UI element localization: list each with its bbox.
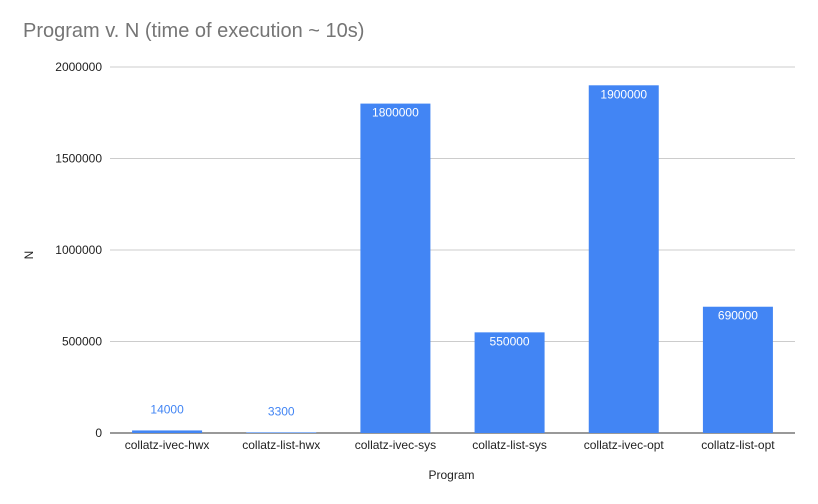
data-label: 1900000 bbox=[600, 87, 647, 101]
y-tick-label: 1000000 bbox=[55, 243, 102, 257]
bar[interactable] bbox=[702, 306, 773, 433]
x-tick-label: collatz-ivec-hwx bbox=[125, 438, 210, 452]
data-label: 3300 bbox=[268, 404, 295, 418]
x-axis-title: Program bbox=[428, 468, 474, 482]
y-tick-label: 1500000 bbox=[55, 152, 102, 166]
x-tick-label: collatz-list-opt bbox=[701, 438, 775, 452]
data-label: 690000 bbox=[718, 309, 758, 323]
chart-title: Program v. N (time of execution ~ 10s) bbox=[23, 20, 365, 42]
bar[interactable] bbox=[246, 432, 317, 433]
y-tick-label: 500000 bbox=[62, 335, 102, 349]
x-tick-label: collatz-ivec-sys bbox=[355, 438, 436, 452]
y-tick-label: 2000000 bbox=[55, 60, 102, 74]
bar[interactable] bbox=[474, 332, 545, 433]
data-label: 1800000 bbox=[372, 106, 419, 120]
bar[interactable] bbox=[360, 103, 431, 433]
bar[interactable] bbox=[588, 85, 659, 434]
y-axis-title: N bbox=[22, 251, 36, 260]
y-tick-label: 0 bbox=[95, 426, 102, 440]
data-label: 14000 bbox=[150, 402, 184, 416]
data-label: 550000 bbox=[490, 334, 530, 348]
bar[interactable] bbox=[132, 430, 203, 433]
x-tick-label: collatz-list-sys bbox=[472, 438, 547, 452]
x-tick-label: collatz-list-hwx bbox=[242, 438, 320, 452]
x-tick-label: collatz-ivec-opt bbox=[584, 438, 665, 452]
